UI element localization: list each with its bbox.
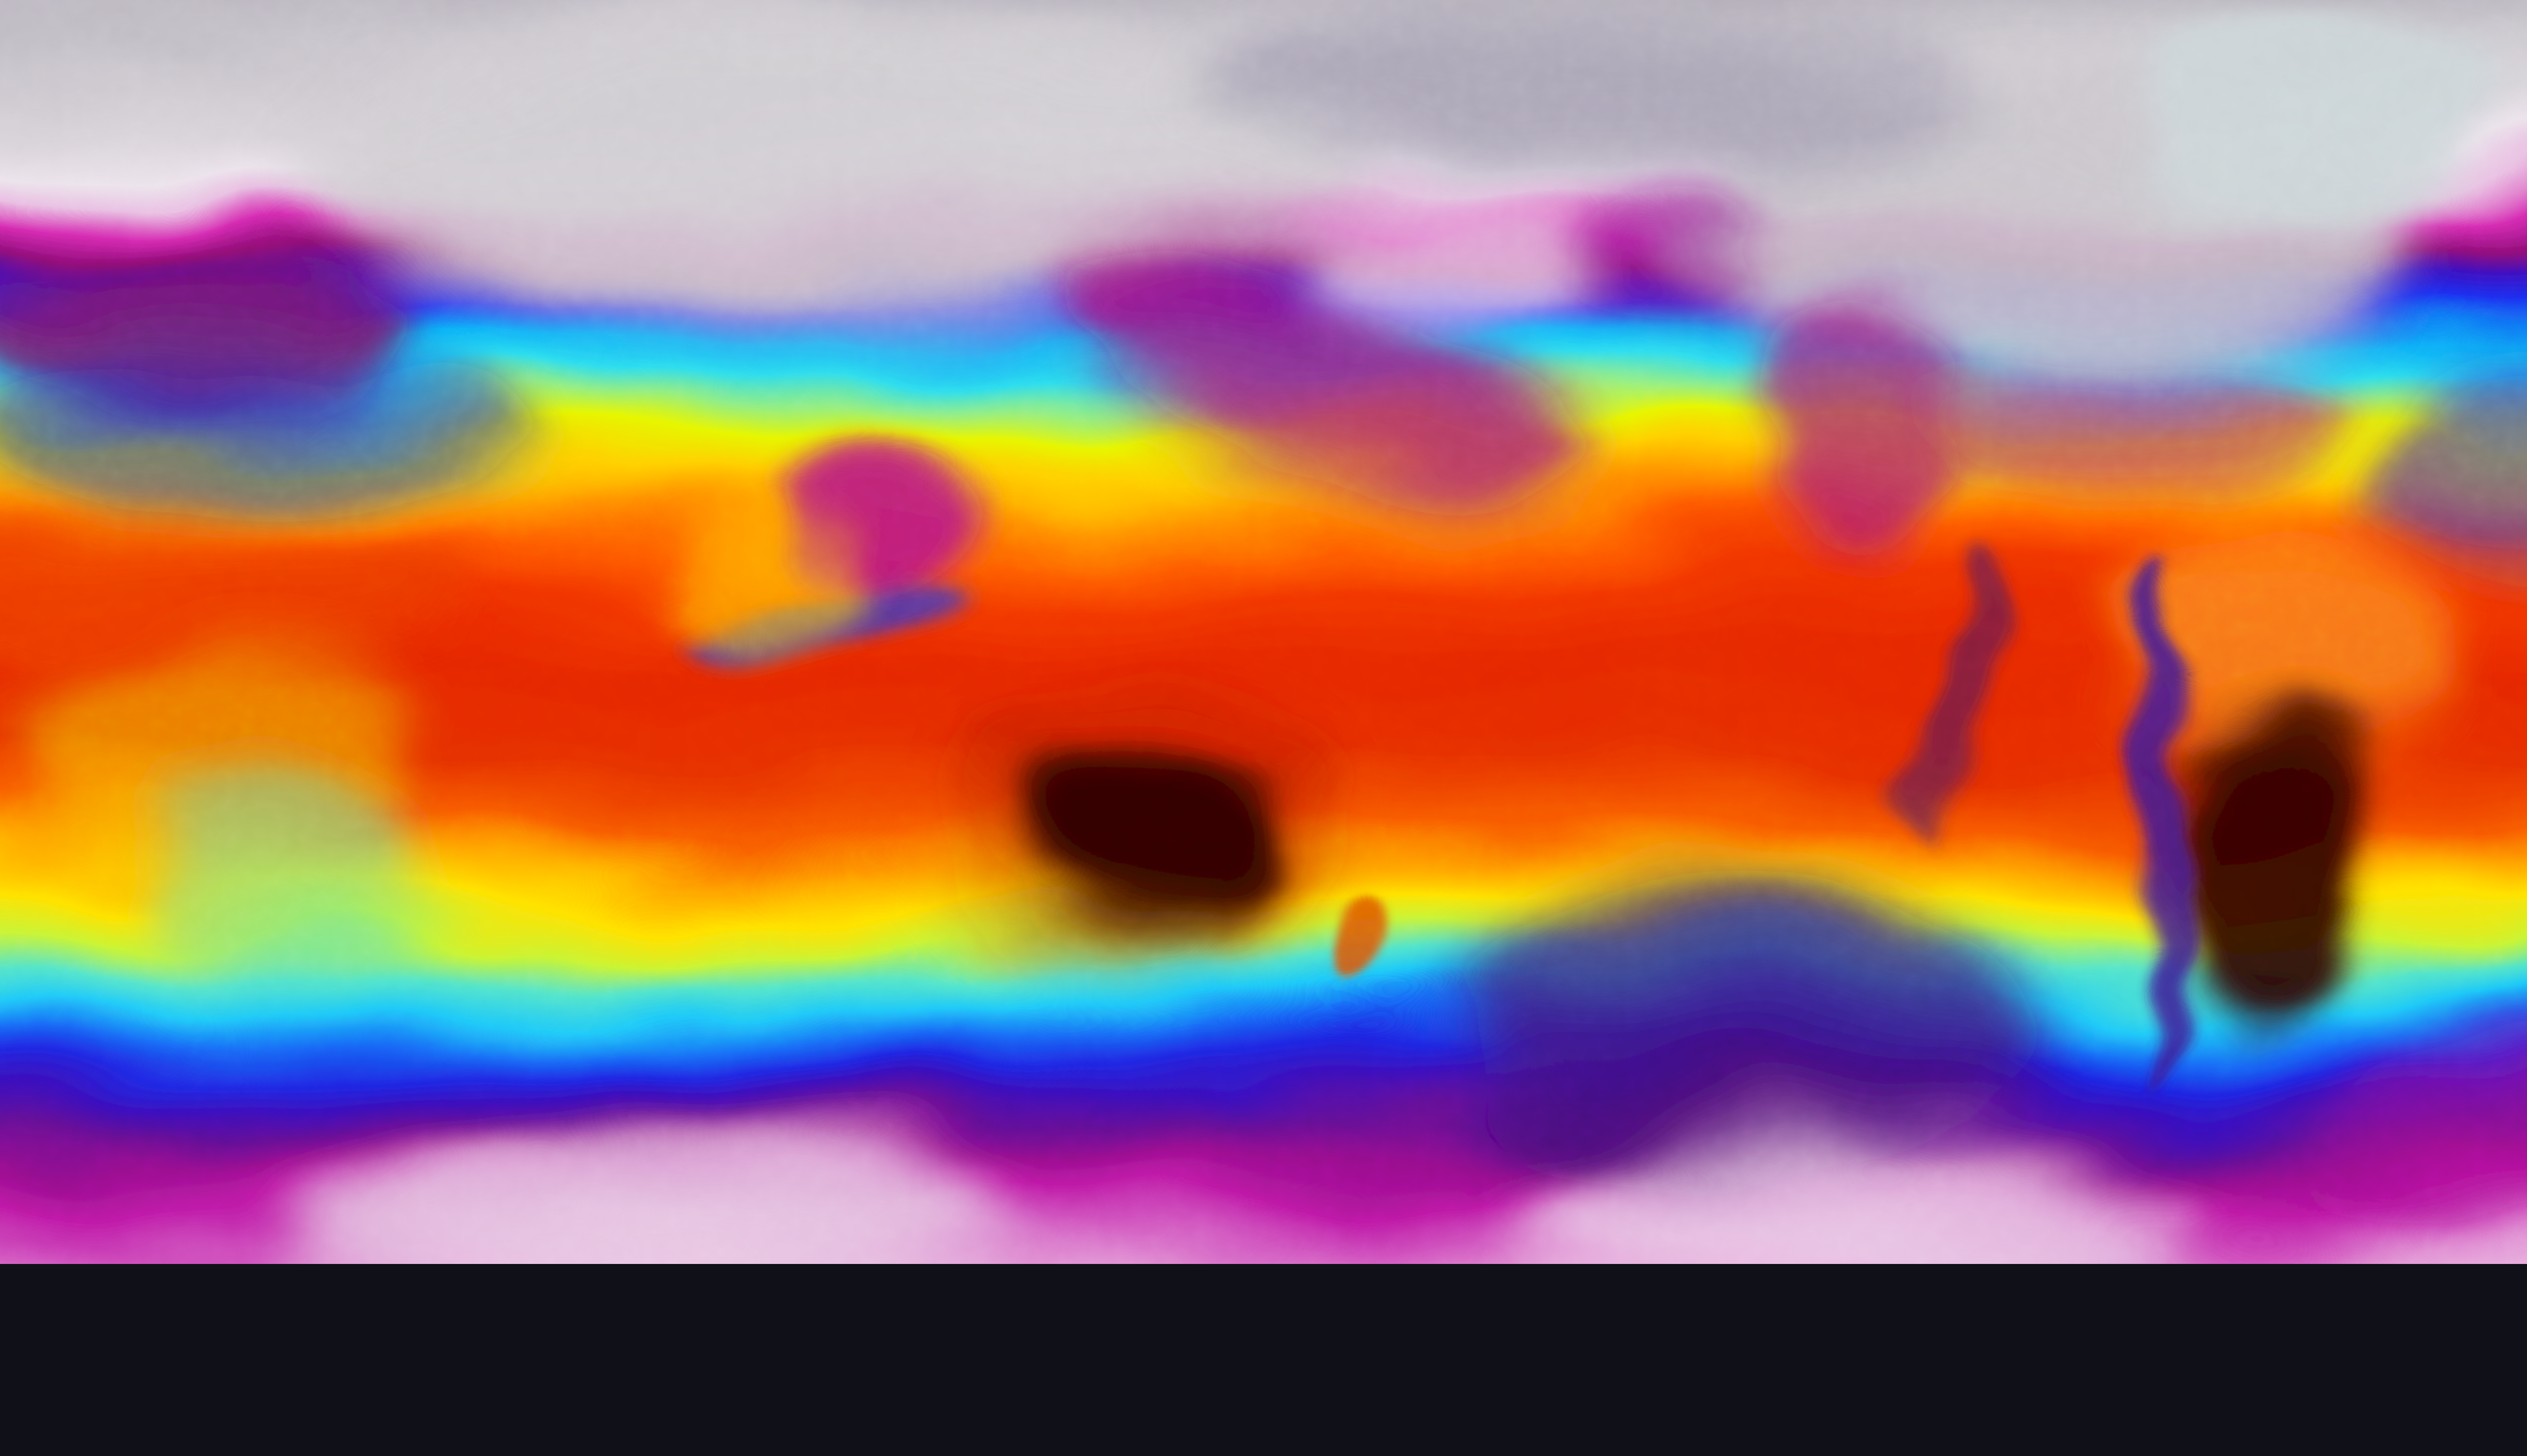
global-climate-heatmap: [0, 0, 2527, 1264]
heatmap-canvas: [0, 0, 2527, 1264]
noise-texture-overlay: [0, 0, 2527, 1264]
